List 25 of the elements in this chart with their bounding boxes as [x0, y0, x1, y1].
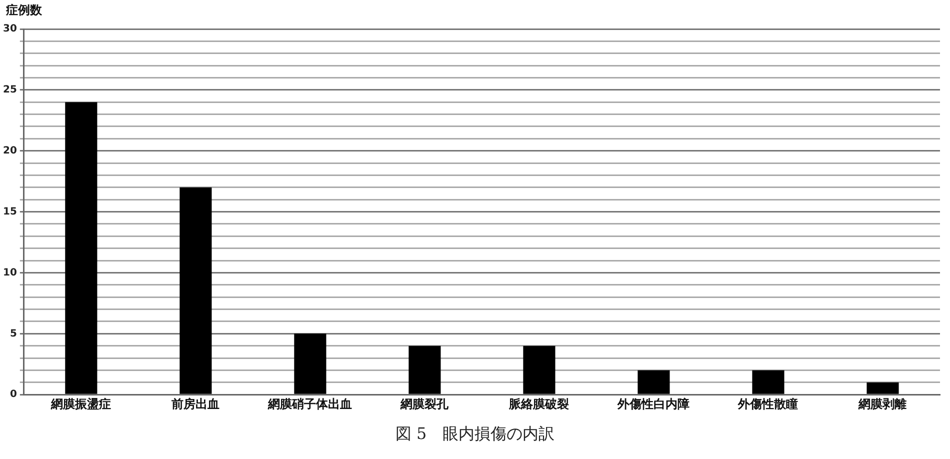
y-axis-title: 症例数 [6, 2, 42, 19]
y-tick-label: 10 [2, 267, 17, 278]
y-tick-label: 30 [2, 24, 17, 35]
y-tick-label: 15 [2, 206, 17, 218]
bar [294, 334, 326, 394]
x-tick-label: 網膜裂孔 [400, 396, 450, 411]
bar [523, 346, 556, 394]
bar [65, 102, 98, 394]
x-tick-label: 外傷性散瞳 [737, 396, 798, 411]
x-tick-label: 外傷性白内障 [616, 396, 690, 411]
y-tick-label: 25 [2, 84, 17, 96]
x-tick-label: 脈絡膜破裂 [508, 396, 570, 411]
x-tick-label: 網膜剥離 [858, 396, 907, 411]
bar [752, 370, 784, 394]
bar [638, 370, 670, 394]
y-tick-label: 0 [10, 389, 17, 400]
caption: 図 5 眼内損傷の内訳 [394, 424, 556, 445]
x-tick-label: 網膜硝子体出血 [267, 396, 352, 411]
x-tick-label: 前房出血 [170, 396, 220, 411]
bar [408, 346, 441, 394]
bar [180, 187, 212, 394]
bar [866, 382, 899, 394]
y-tick-label: 5 [10, 328, 17, 340]
y-tick-label: 20 [2, 145, 17, 156]
x-tick-label: 網膜振盪症 [50, 396, 112, 411]
